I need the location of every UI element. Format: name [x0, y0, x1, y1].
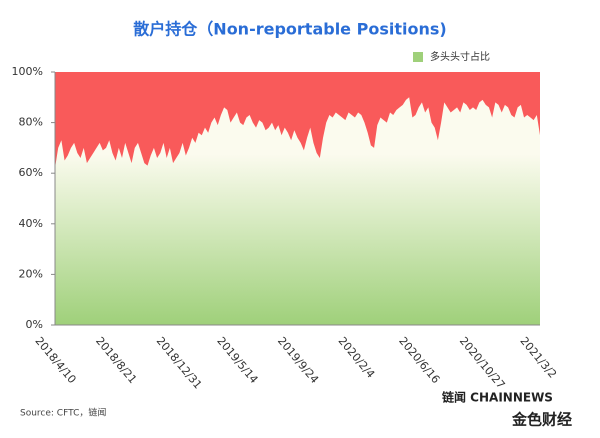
source: Source: CFTC，链闻 [20, 407, 106, 419]
x-tick-label: 2019/5/14 [214, 335, 260, 387]
chart-title: 散户持仓（Non-reportable Positions) [133, 20, 446, 39]
watermark: 链闻 CHAINNEWS [442, 390, 553, 405]
x-tick-label: 2019/9/24 [275, 335, 321, 387]
x-tick-label: 2020/2/4 [336, 335, 378, 381]
y-tick-label: 20% [19, 267, 43, 280]
y-tick-label: 40% [19, 217, 43, 230]
legend-label: 多头头寸占比 [430, 50, 490, 63]
watermark: 金色财经 [511, 411, 572, 429]
x-tick-label: 2018/4/10 [32, 335, 78, 387]
x-tick-label: 2018/12/31 [154, 335, 205, 392]
y-tick-label: 80% [19, 116, 43, 129]
x-tick-label: 2020/10/27 [457, 335, 508, 392]
x-tick-label: 2020/6/16 [396, 335, 442, 387]
y-tick-label: 60% [19, 166, 43, 179]
x-tick-label: 2021/3/2 [517, 335, 559, 381]
area [55, 97, 540, 325]
y-tick-label: 0% [26, 318, 43, 331]
x-tick-label: 2018/8/21 [93, 335, 139, 387]
y-tick-label: 100% [12, 65, 43, 78]
legend-swatch [413, 52, 423, 62]
